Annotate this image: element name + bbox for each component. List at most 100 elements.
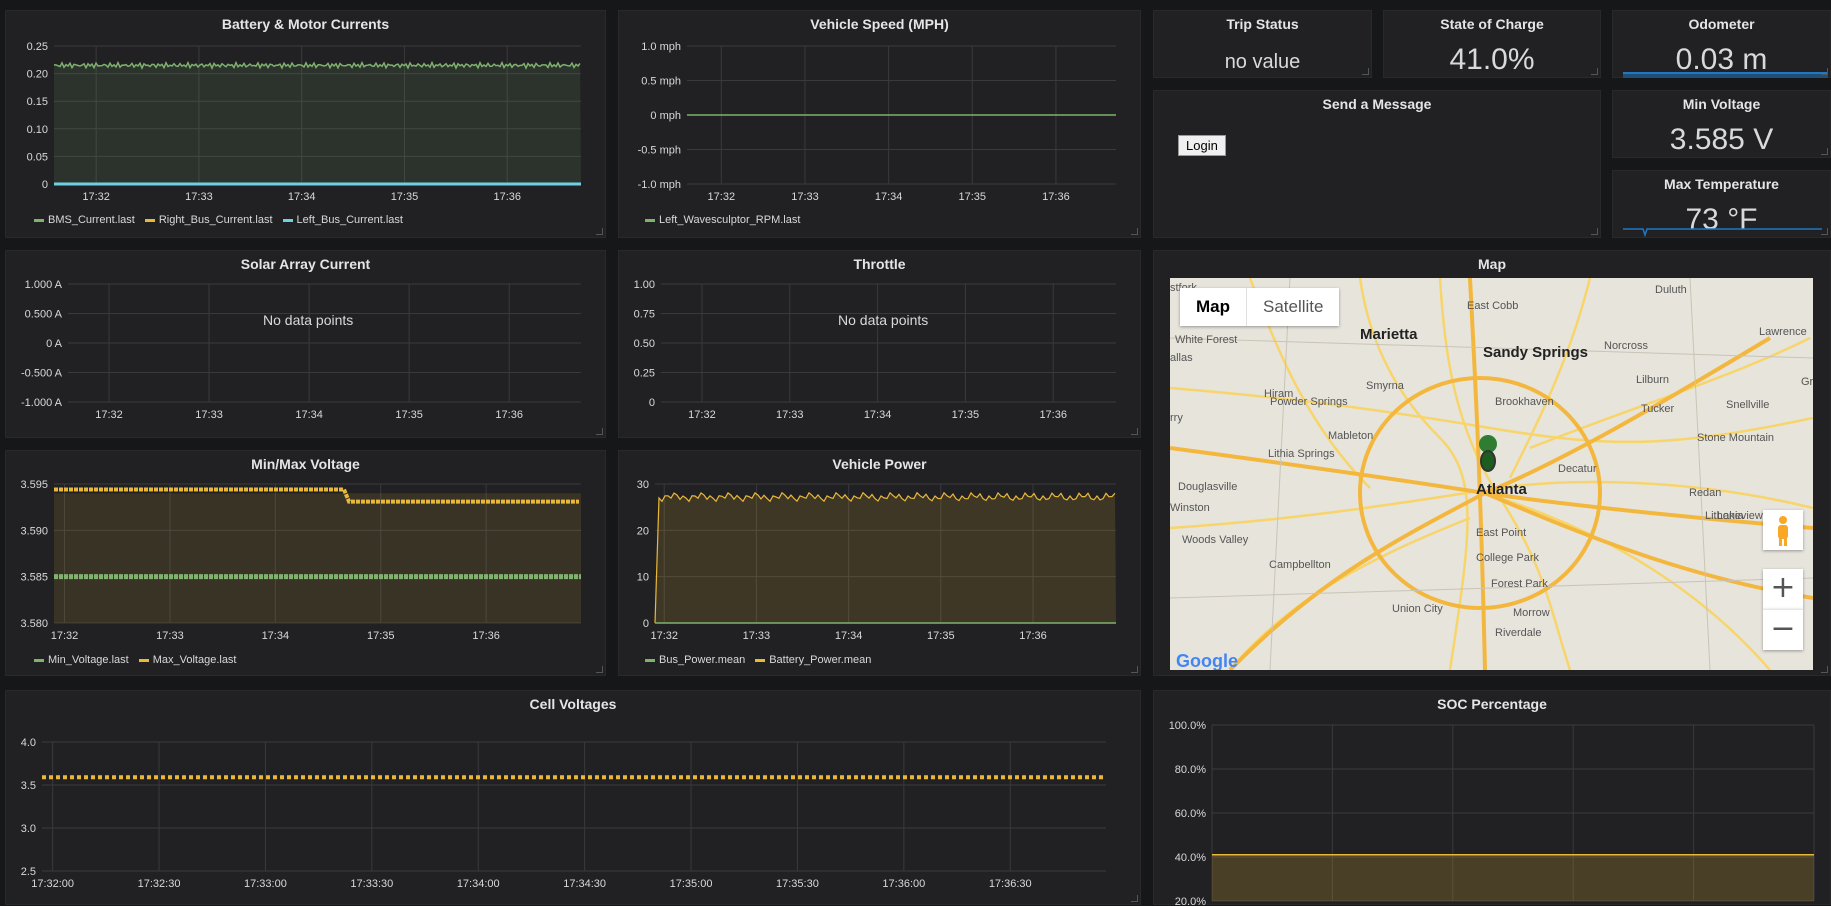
legend-item[interactable]: Left_Bus_Current.last — [282, 214, 403, 226]
resize-handle[interactable] — [1131, 228, 1138, 235]
legend-item[interactable]: Max_Voltage.last — [138, 654, 237, 666]
series-area-soc — [1212, 854, 1814, 901]
panel-battery-currents: Battery & Motor Currents 0.25 0.20 0.15 0.1… — [5, 10, 606, 238]
resize-handle[interactable] — [1821, 228, 1828, 235]
map-type-map-button[interactable]: Map — [1196, 297, 1230, 316]
map-place-label: Smyrna — [1366, 380, 1404, 392]
legend-item[interactable]: Left_Wavesculptor_RPM.last — [645, 214, 800, 226]
panel-title: Odometer — [1688, 16, 1755, 32]
trip-status-value: no value — [1224, 51, 1301, 73]
x-tick-label: 17:32 — [650, 630, 678, 642]
solar-chart[interactable]: 1.000 A 0.500 A 0 A -0.500 A -1.000 A 17:32 17… — [6, 251, 607, 439]
panel-title: Battery & Motor Currents — [221, 16, 390, 32]
odometer-value: 0.03 m — [1675, 43, 1768, 76]
y-tick-label: -0.5 mph — [638, 145, 681, 157]
battery-chart[interactable]: 0.25 0.20 0.15 0.10 0.05 0 17:32 17:33 17:34 17:3… — [6, 11, 607, 239]
resize-handle[interactable] — [596, 428, 603, 435]
legend-swatch — [282, 218, 293, 222]
y-tick-label: 40.0% — [1175, 852, 1206, 864]
x-tick-label: 17:32 — [51, 630, 79, 642]
login-button[interactable]: Login — [1178, 135, 1226, 156]
zoom-in-button[interactable]: + — [1763, 569, 1803, 609]
x-tick-label: 17:35 — [927, 630, 955, 642]
y-tick-label: 3.585 — [20, 572, 48, 584]
x-tick-label: 17:33 — [776, 409, 804, 421]
map-place-label: Douglasville — [1178, 481, 1238, 493]
chart-legend: Min_Voltage.last Max_Voltage.last — [34, 654, 237, 666]
resize-handle[interactable] — [1821, 148, 1828, 155]
x-tick-label: 17:35 — [952, 409, 980, 421]
panel-title: Solar Array Current — [240, 256, 371, 272]
street-view-pegman-icon[interactable] — [1763, 510, 1803, 550]
map-place-label: Brookhaven — [1495, 396, 1554, 408]
throttle-chart[interactable]: 1.00 0.75 0.50 0.25 0 17:32 17:33 17:34 17:35 17:… — [619, 251, 1142, 439]
map-place-label: Tucker — [1641, 403, 1675, 415]
map-place-label: Sandy Springs — [1483, 344, 1589, 361]
y-tick-label: 10 — [637, 572, 649, 584]
map-place-label: Norcross — [1604, 340, 1649, 352]
y-tick-label: 0 mph — [650, 110, 681, 122]
legend-item[interactable]: Battery_Power.mean — [755, 654, 871, 666]
panel-solar-current: Solar Array Current 1.000 A 0.500 A 0 A -0.… — [5, 250, 606, 438]
resize-handle[interactable] — [596, 228, 603, 235]
y-tick-label: 3.595 — [20, 479, 48, 491]
no-data-message: No data points — [838, 312, 929, 328]
resize-handle[interactable] — [1362, 68, 1369, 75]
x-tick-label: 17:33 — [195, 409, 223, 421]
panel-soc-percentage: SOC Percentage 100.0% 80.0% 60.0% 40.0% 20.0… — [1153, 690, 1831, 906]
map-place-label: Duluth — [1655, 284, 1687, 296]
y-tick-label: 0.25 — [634, 368, 655, 380]
y-tick-label: 0.25 — [27, 41, 48, 53]
x-tick-label: 17:34 — [864, 409, 892, 421]
google-logo: Google — [1176, 651, 1238, 670]
resize-handle[interactable] — [1131, 895, 1138, 902]
resize-handle[interactable] — [596, 666, 603, 673]
legend-label: Min_Voltage.last — [48, 654, 129, 666]
map-place-label: Decatur — [1558, 463, 1597, 475]
resize-handle[interactable] — [1591, 228, 1598, 235]
vehicle-power-chart[interactable]: 30 20 10 017:32 17:33 17:34 17:35 17:36 — [619, 451, 1142, 677]
x-tick-label: 17:36 — [472, 630, 500, 642]
x-tick-label: 17:32 — [95, 409, 123, 421]
legend-label: Right_Bus_Current.last — [158, 214, 273, 226]
legend-item[interactable]: Bus_Power.mean — [645, 654, 745, 666]
speed-chart[interactable]: 1.0 mph 0.5 mph 0 mph -0.5 mph -1.0 mph 17:32… — [619, 11, 1142, 239]
y-tick-label: 1.0 mph — [641, 41, 681, 53]
panel-vehicle-power: Vehicle Power 30 20 10 0 17:32 17:33 17:34 17:3… — [618, 450, 1141, 676]
series-line-battery-power — [654, 491, 1116, 624]
y-tick-label: 30 — [637, 479, 649, 491]
legend-swatch — [645, 658, 655, 662]
max-temperature-sparkline — [1623, 228, 1822, 238]
x-tick-label: 17:33 — [156, 630, 184, 642]
map-view[interactable]: Marietta East Cobb Sandy Springs Norcross Du… — [1170, 278, 1813, 670]
map-place-label: White Forest — [1175, 334, 1238, 346]
x-tick-label: 17:34:30 — [563, 878, 606, 890]
legend-item[interactable]: Min_Voltage.last — [34, 654, 129, 666]
resize-handle[interactable] — [1821, 68, 1828, 75]
map-place-label: Redan — [1689, 487, 1722, 499]
x-tick-label: 17:33:00 — [244, 878, 287, 890]
resize-handle[interactable] — [1131, 666, 1138, 673]
resize-handle[interactable] — [1131, 428, 1138, 435]
zoom-out-button[interactable]: − — [1763, 609, 1803, 650]
panel-title: Vehicle Power — [832, 456, 927, 472]
resize-handle[interactable] — [1821, 666, 1828, 673]
map-place-label: Union City — [1392, 603, 1443, 615]
legend-item[interactable]: Right_Bus_Current.last — [144, 214, 273, 226]
legend-item[interactable]: BMS_Current.last — [34, 214, 135, 226]
cell-voltages-chart[interactable]: 4.0 3.5 3.0 2.517:32:00 17:32:30 17:33:00 17:3… — [6, 691, 1142, 906]
panel-title: Cell Voltages — [529, 696, 617, 712]
soc-chart[interactable]: 100.0% 80.0% 60.0% 40.0% 20.0% — [1154, 691, 1831, 906]
map-place-label: Lithia Springs — [1268, 448, 1335, 460]
panel-state-of-charge: State of Charge 41.0% — [1383, 10, 1601, 78]
map-place-label: Morrow — [1513, 607, 1550, 619]
panel-title: Vehicle Speed (MPH) — [810, 16, 949, 32]
map-place-label: East Cobb — [1467, 300, 1519, 312]
x-tick-label: 17:35 — [367, 630, 395, 642]
map-type-satellite-button[interactable]: Satellite — [1246, 288, 1339, 326]
series-area-bms — [54, 62, 581, 184]
y-tick-label: 1.00 — [634, 279, 655, 291]
resize-handle[interactable] — [1591, 68, 1598, 75]
x-tick-label: 17:34 — [288, 191, 316, 203]
